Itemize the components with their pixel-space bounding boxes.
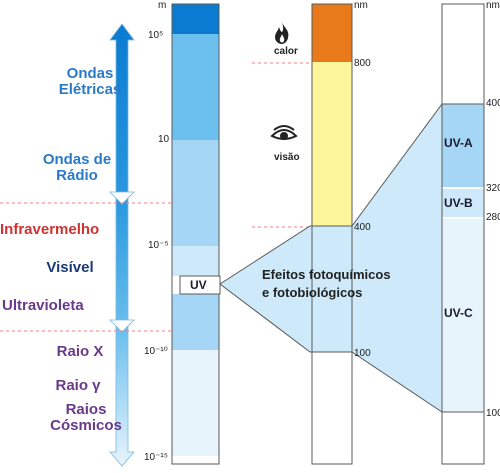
label-raios-cosmicos: Raios Cósmicos	[50, 401, 122, 434]
uv-c-label: UV-C	[444, 306, 473, 320]
label-infravermelho: Infravermelho	[0, 221, 100, 238]
column2-tick-100: 100	[354, 348, 371, 359]
column1-tick-1e-10: 10⁻¹⁰	[144, 346, 168, 357]
label-ondas-de-radio: Ondas de Rádio	[42, 151, 112, 184]
uv-c-band	[442, 218, 484, 412]
column1-bar	[171, 3, 220, 465]
column3-tick-280: 280	[486, 212, 500, 223]
column1-tick-1e-15: 10⁻¹⁵	[144, 452, 168, 463]
column3-tick-100: 100	[486, 408, 500, 419]
column1-unit: m	[158, 0, 167, 11]
column3-tick-400: 400	[486, 98, 500, 109]
wavelength-arrow	[109, 23, 135, 467]
uv-box	[179, 275, 221, 295]
uv-b-band	[442, 188, 484, 218]
calor-label: calor	[274, 46, 298, 57]
visao-label: visão	[274, 152, 300, 163]
column3-tick-320: 320	[486, 183, 500, 194]
column1-tick-1e-5: 10⁻⁵	[148, 240, 169, 251]
column2-unit: nm	[354, 0, 368, 11]
column2-tick-800: 800	[354, 58, 371, 69]
label-raio-x: Raio X	[56, 343, 104, 360]
uv-b-label: UV-B	[444, 196, 473, 210]
arrow-separator-bottom	[109, 319, 135, 333]
uv-a-label: UV-A	[444, 136, 473, 150]
column3-unit: nm	[486, 0, 500, 11]
eye-icon	[270, 125, 298, 140]
uv-label: UV	[190, 278, 207, 292]
label-raio-gamma: Raio γ	[55, 377, 101, 394]
column1-tick-1e5: 10⁵	[148, 30, 164, 41]
note-efeitos: Efeitos fotoquímicos e fotobiológicos	[262, 267, 391, 300]
arrow-separator-top	[109, 191, 135, 205]
uv-a-band	[442, 104, 484, 188]
label-visivel: Visível	[46, 259, 94, 276]
label-ultravioleta: Ultravioleta	[2, 297, 84, 314]
flame-icon	[275, 22, 289, 44]
column1-tick-10: 10	[158, 134, 170, 145]
column2-tick-400: 400	[354, 222, 371, 233]
label-ondas-eletricas: Ondas Elétricas	[58, 65, 122, 98]
